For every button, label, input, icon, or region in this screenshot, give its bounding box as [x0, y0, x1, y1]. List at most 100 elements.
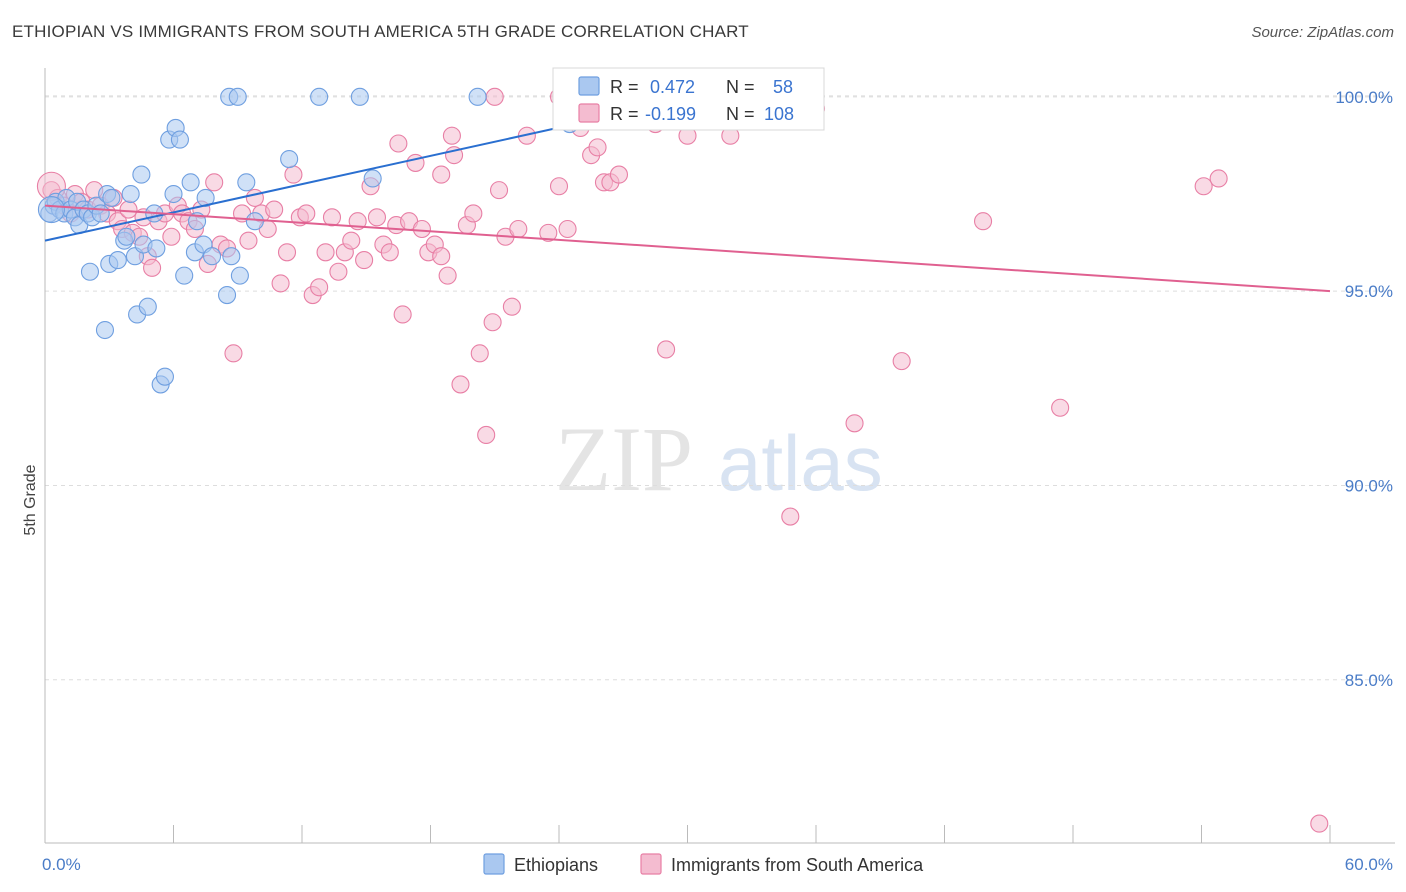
ethiopians-point-20 [108, 251, 127, 270]
immigrants-point-107 [389, 134, 408, 153]
immigrants-point-39 [277, 243, 297, 262]
legend-n-label-1: N = [726, 77, 755, 97]
ethiopians-point-23 [121, 184, 140, 204]
ethiopians-point-22 [117, 227, 136, 246]
legend-r-value-1: 0.472 [650, 77, 695, 97]
x-tick-labels: 0.0% 60.0% [42, 855, 1393, 874]
immigrants-point-76 [539, 223, 558, 242]
ethiopians-point-46 [230, 266, 249, 285]
ethiopians-point-18 [95, 320, 115, 340]
immigrants-point-47 [329, 262, 348, 281]
ethiopians-point-16 [102, 188, 121, 207]
immigrants-point-40 [284, 165, 303, 184]
bottom-legend-immigrants: Immigrants from South America [671, 855, 924, 875]
y-tick-label-1: 90.0% [1345, 476, 1393, 495]
x-tick-label-1: 60.0% [1345, 855, 1393, 874]
immigrants-point-97 [781, 507, 800, 526]
y-tick-labels: 85.0% 90.0% 95.0% 100.0% [1335, 88, 1393, 690]
immigrants-point-60 [412, 219, 431, 239]
immigrants-point-66 [451, 375, 470, 394]
ethiopians-point-45 [222, 247, 241, 266]
series-ethiopians-points [37, 87, 757, 394]
bottom-legend-swatch-ethiopians [483, 853, 505, 875]
ethiopians-point-52 [310, 87, 329, 106]
ethiopians-point-36 [170, 130, 189, 149]
y-tick-label-3: 100.0% [1335, 88, 1393, 107]
immigrants-point-72 [489, 181, 509, 200]
legend-swatch-immigrants [578, 103, 600, 123]
legend-n-value-2: 108 [764, 104, 794, 124]
immigrants-point-33 [239, 231, 258, 250]
immigrants-point-103 [1209, 169, 1228, 188]
bottom-legend-ethiopians: Ethiopians [514, 855, 598, 875]
immigrants-point-77 [549, 177, 569, 196]
legend-n-label-2: N = [726, 104, 755, 124]
series-legend: Ethiopians Immigrants from South America [483, 853, 924, 875]
immigrants-point-105 [432, 165, 451, 184]
ethiopians-point-28 [138, 297, 157, 316]
ethiopians-point-48 [245, 212, 264, 231]
immigrants-point-74 [502, 297, 521, 316]
ethiopians-point-47 [237, 173, 256, 192]
ethiopians-point-51 [228, 87, 247, 106]
x-tick-label-0: 0.0% [42, 855, 81, 874]
ethiopians-point-14 [91, 204, 110, 223]
immigrants-point-84 [609, 165, 629, 184]
ethiopians-point-43 [203, 247, 222, 266]
immigrants-point-28 [205, 173, 224, 192]
ethiopians-point-cluster [37, 196, 65, 224]
immigrants-point-21 [162, 227, 181, 246]
immigrants-point-70 [477, 425, 496, 445]
legend-r-value-2: -0.199 [645, 104, 696, 124]
ethiopians-point-30 [147, 239, 166, 258]
immigrants-point-64 [438, 266, 457, 285]
immigrants-point-13 [119, 200, 138, 219]
watermark-zip: ZIP [555, 408, 693, 510]
immigrants-point-78 [558, 219, 577, 239]
chart-source: Source: ZipAtlas.com [1251, 24, 1394, 41]
ethiopians-point-49 [280, 149, 299, 169]
immigrants-point-96 [657, 340, 676, 359]
ethiopians-point-42 [196, 188, 215, 207]
ethiopians-point-55 [363, 169, 382, 188]
immigrants-point-53 [367, 208, 387, 227]
watermark-atlas: atlas [718, 419, 883, 507]
immigrants-point-100 [973, 212, 993, 231]
legend-n-value-1: 58 [773, 77, 793, 97]
chart-title: ETHIOPIAN VS IMMIGRANTS FROM SOUTH AMERI… [12, 22, 749, 41]
immigrants-point-18 [143, 258, 162, 277]
ethiopians-point-25 [132, 165, 151, 184]
immigrants-point-98 [845, 414, 864, 433]
immigrants-point-51 [355, 251, 374, 270]
immigrants-point-102 [1194, 177, 1213, 196]
ethiopians-point-53 [350, 87, 369, 106]
immigrants-point-69 [470, 344, 489, 363]
ethiopians-point-54 [468, 87, 487, 106]
immigrants-point-75 [509, 219, 528, 239]
ethiopians-point-32 [155, 367, 174, 386]
immigrants-point-55 [380, 243, 399, 262]
ethiopians-point-44 [217, 286, 237, 305]
immigrants-point-38 [271, 274, 290, 293]
immigrants-point-42 [297, 204, 316, 223]
immigrants-point-57 [393, 305, 412, 324]
immigrants-point-46 [322, 208, 342, 227]
immigrants-point-44 [310, 278, 329, 297]
legend-r-label-2: R = [610, 104, 639, 124]
immigrants-point-34 [245, 188, 264, 207]
immigrants-point-68 [464, 204, 483, 223]
immigrants-point-106 [1310, 814, 1329, 833]
legend-r-label-1: R = [610, 77, 639, 97]
ethiopians-point-17 [80, 262, 100, 281]
y-tick-label-2: 95.0% [1345, 282, 1393, 301]
immigrants-point-31 [224, 344, 243, 363]
immigrants-point-45 [316, 243, 335, 262]
ethiopians-point-37 [175, 266, 194, 285]
bottom-legend-swatch-immigrants [640, 853, 662, 875]
y-tick-label-0: 85.0% [1345, 671, 1393, 690]
immigrants-point-63 [432, 247, 451, 266]
immigrants-point-37 [265, 200, 284, 219]
immigrants-point-101 [1051, 398, 1070, 417]
immigrants-trend-line [44, 204, 1331, 293]
